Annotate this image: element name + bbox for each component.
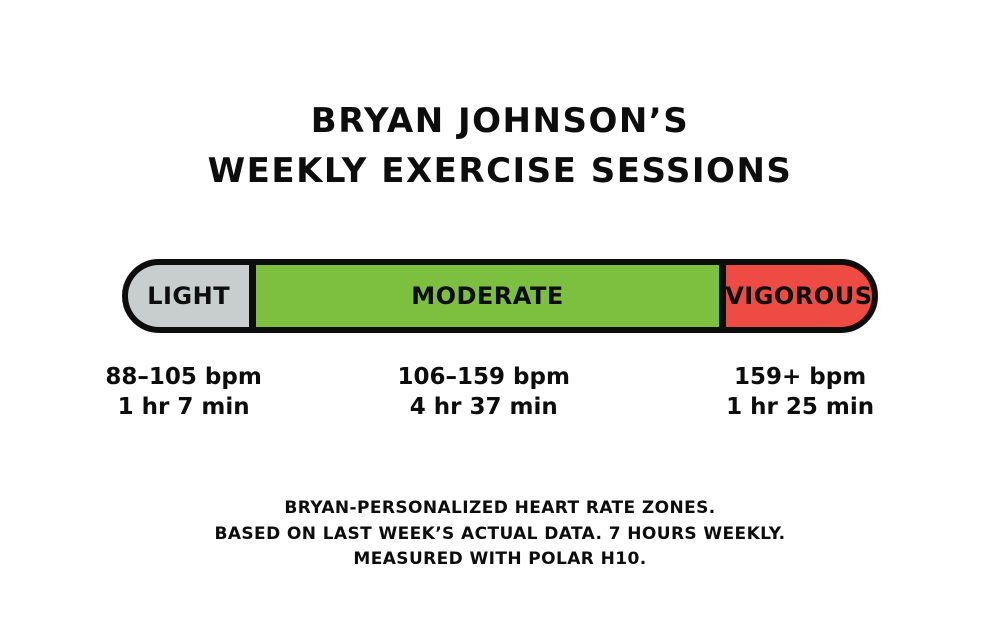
zone-label-vigorous: VIGOROUS xyxy=(725,282,873,310)
zone-stats-row: 88–105 bpm 1 hr 7 min 106–159 bpm 4 hr 3… xyxy=(105,362,878,423)
caption: BRYAN-PERSONALIZED HEART RATE ZONES. BAS… xyxy=(0,496,1000,573)
zone-duration-vigorous: 1 hr 25 min xyxy=(726,394,875,421)
zone-duration-moderate: 4 hr 37 min xyxy=(409,394,558,421)
heart-rate-zone-bar: LIGHT MODERATE VIGOROUS xyxy=(122,259,878,333)
zone-stats-moderate: 106–159 bpm 4 hr 37 min xyxy=(245,362,722,423)
zone-bpm-moderate: 106–159 bpm xyxy=(397,364,570,390)
zone-segment-moderate: MODERATE xyxy=(249,265,719,327)
zone-stats-light: 88–105 bpm 1 hr 7 min xyxy=(105,362,261,423)
caption-line-2: BASED ON LAST WEEK’S ACTUAL DATA. 7 HOUR… xyxy=(214,523,786,544)
title-line-1: BRYAN JOHNSON’S xyxy=(310,101,690,141)
zone-segment-light: LIGHT xyxy=(128,265,250,327)
zone-label-light: LIGHT xyxy=(147,282,231,310)
zone-bpm-light: 88–105 bpm xyxy=(105,364,262,390)
zone-stats-vigorous: 159+ bpm 1 hr 25 min xyxy=(722,362,878,423)
title-line-2: WEEKLY EXERCISE SESSIONS xyxy=(207,151,793,192)
zone-bpm-vigorous: 159+ bpm xyxy=(734,364,867,390)
zone-label-moderate: MODERATE xyxy=(411,282,564,310)
caption-line-3: MEASURED WITH POLAR H10. xyxy=(353,549,647,569)
zone-duration-light: 1 hr 7 min xyxy=(117,394,250,421)
zone-segment-vigorous: VIGOROUS xyxy=(718,265,873,327)
page-title: BRYAN JOHNSON’S WEEKLY EXERCISE SESSIONS xyxy=(0,96,1000,197)
caption-line-1: BRYAN-PERSONALIZED HEART RATE ZONES. xyxy=(284,498,716,518)
